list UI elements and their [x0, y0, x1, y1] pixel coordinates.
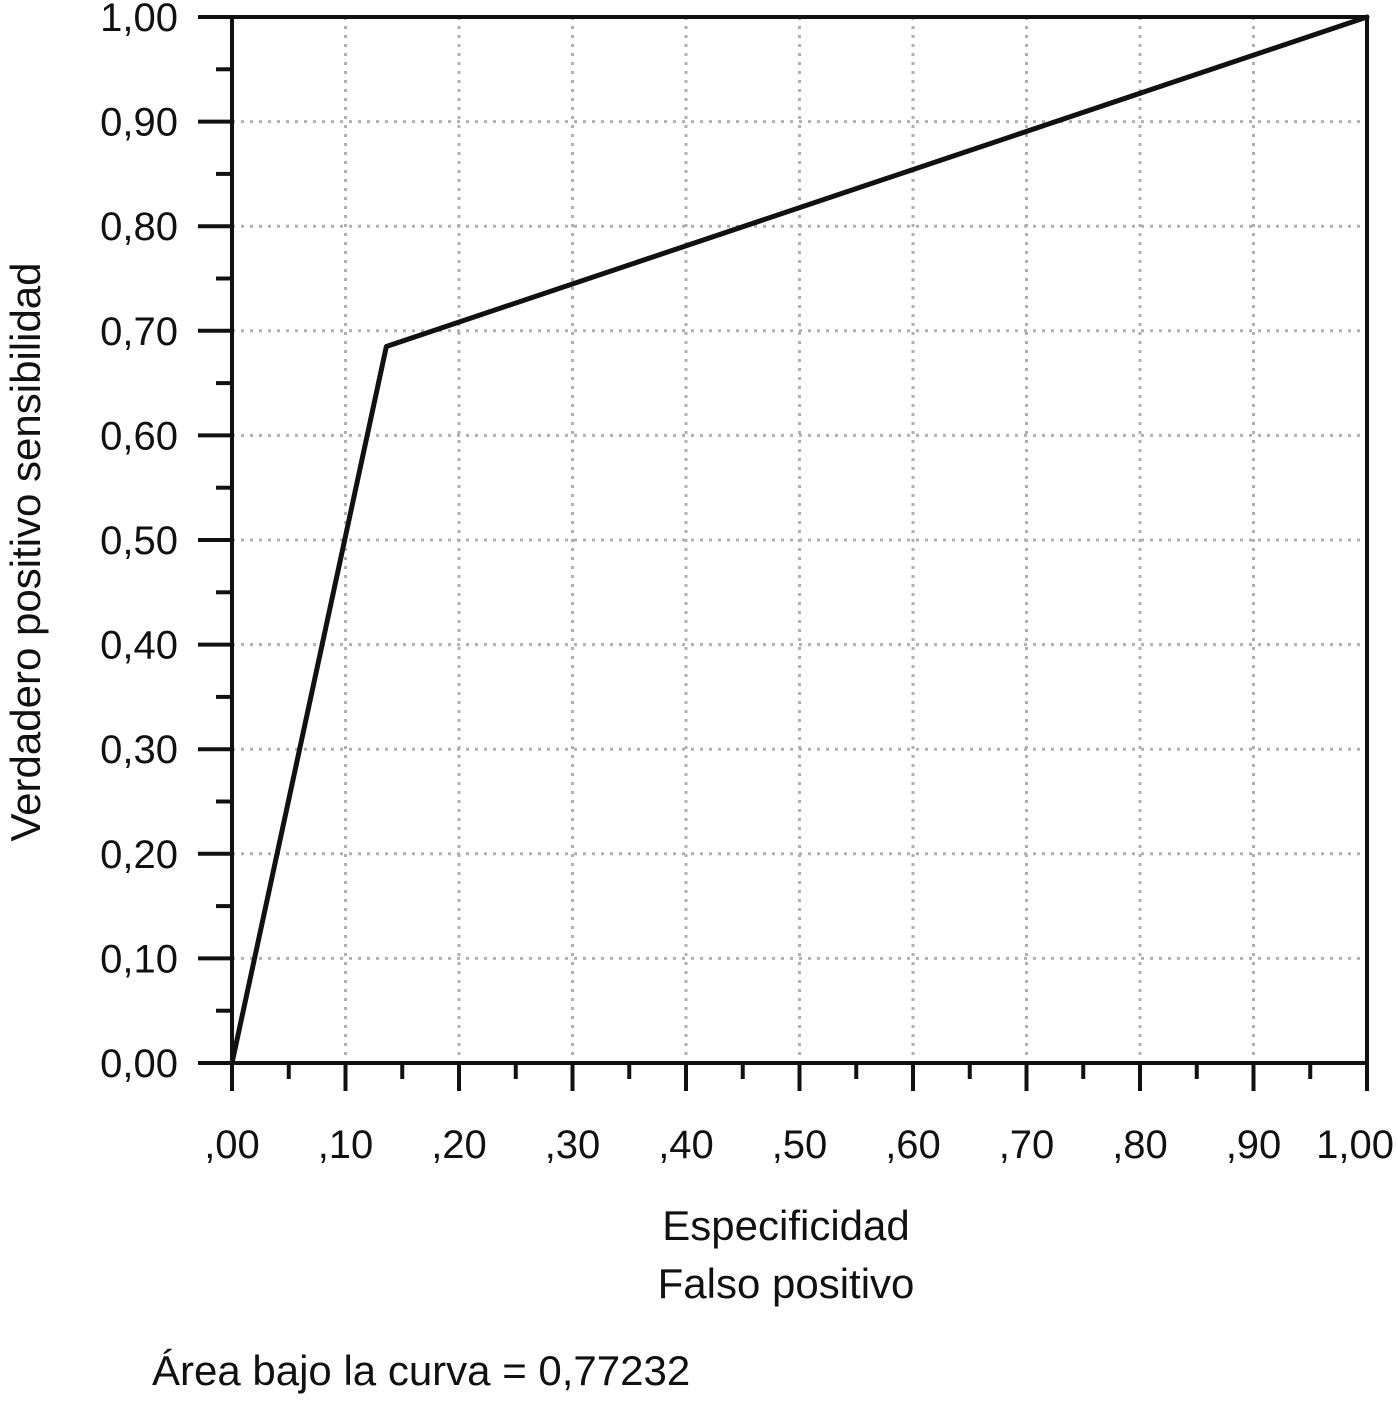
grid-lines [232, 17, 1367, 1063]
y-tick-label: 0,40 [100, 624, 178, 668]
roc-curve [229, 14, 1370, 1066]
x-axis-subtitle: Falso positivo [658, 1260, 915, 1307]
y-tick-label: 0,70 [100, 310, 178, 354]
x-tick-label: ,90 [1226, 1123, 1282, 1167]
x-tick-label: 1,00 [1316, 1123, 1394, 1167]
y-tick-label: 0,20 [100, 833, 178, 877]
tick-labels: 0,00 0,10 0,20 0,30 0,40 0,50 0,60 0,70 0,80 0,90… [100, 0, 1394, 1167]
x-tick-label: ,00 [204, 1123, 260, 1167]
y-axis-title: Verdadero positivo sensibilidad [2, 262, 49, 841]
x-tick-label: ,20 [431, 1123, 487, 1167]
y-tick-label: 0,60 [100, 414, 178, 458]
x-tick-label: ,10 [318, 1123, 374, 1167]
roc-curve-group [229, 14, 1370, 1066]
x-axis-title: Especificidad [662, 1202, 909, 1249]
x-tick-label: ,80 [1112, 1123, 1168, 1167]
x-tick-label: ,50 [772, 1123, 828, 1167]
y-tick-label: 1,00 [100, 0, 178, 40]
y-tick-label: 0,10 [100, 937, 178, 981]
x-tick-label: ,60 [885, 1123, 941, 1167]
y-tick-label: 0,50 [100, 519, 178, 563]
axis-ticks [198, 15, 1369, 1091]
x-tick-label: ,30 [545, 1123, 601, 1167]
y-tick-label: 0,80 [100, 205, 178, 249]
y-tick-label: 0,90 [100, 101, 178, 145]
x-tick-label: ,40 [658, 1123, 714, 1167]
y-tick-label: 0,30 [100, 728, 178, 772]
x-tick-label: ,70 [999, 1123, 1055, 1167]
y-tick-label: 0,00 [100, 1042, 178, 1086]
auc-annotation: Área bajo la curva = 0,77232 [152, 1347, 690, 1394]
